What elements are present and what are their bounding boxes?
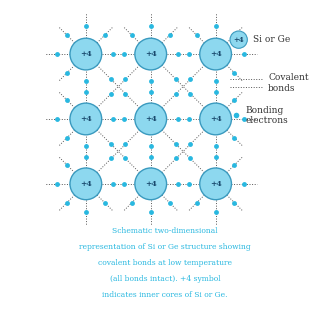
Text: covalent bonds at low temperature: covalent bonds at low temperature [98, 259, 232, 267]
Circle shape [230, 31, 247, 48]
Circle shape [200, 103, 231, 135]
Text: +4: +4 [145, 50, 157, 58]
Text: Bonding
electrons: Bonding electrons [246, 106, 289, 125]
Text: +4: +4 [233, 36, 244, 44]
Circle shape [70, 168, 102, 200]
Circle shape [135, 168, 166, 200]
Text: +4: +4 [80, 115, 92, 123]
Circle shape [70, 38, 102, 70]
Text: Schematic two-dimensional: Schematic two-dimensional [112, 227, 218, 235]
Text: +4: +4 [145, 115, 157, 123]
Text: +4: +4 [210, 115, 221, 123]
Circle shape [70, 103, 102, 135]
Text: representation of Si or Ge structure showing: representation of Si or Ge structure sho… [79, 243, 251, 251]
Circle shape [135, 103, 166, 135]
Circle shape [200, 168, 231, 200]
Circle shape [135, 38, 166, 70]
Text: Si or Ge: Si or Ge [253, 35, 290, 44]
Text: +4: +4 [80, 180, 92, 188]
Circle shape [200, 38, 231, 70]
Text: Covalent
bonds: Covalent bonds [268, 73, 309, 93]
Text: +4: +4 [210, 50, 221, 58]
Text: indicates inner cores of Si or Ge.: indicates inner cores of Si or Ge. [102, 290, 228, 299]
Text: (all bonds intact). +4 symbol: (all bonds intact). +4 symbol [110, 275, 220, 283]
Text: +4: +4 [210, 180, 221, 188]
Text: +4: +4 [145, 180, 157, 188]
Text: +4: +4 [80, 50, 92, 58]
